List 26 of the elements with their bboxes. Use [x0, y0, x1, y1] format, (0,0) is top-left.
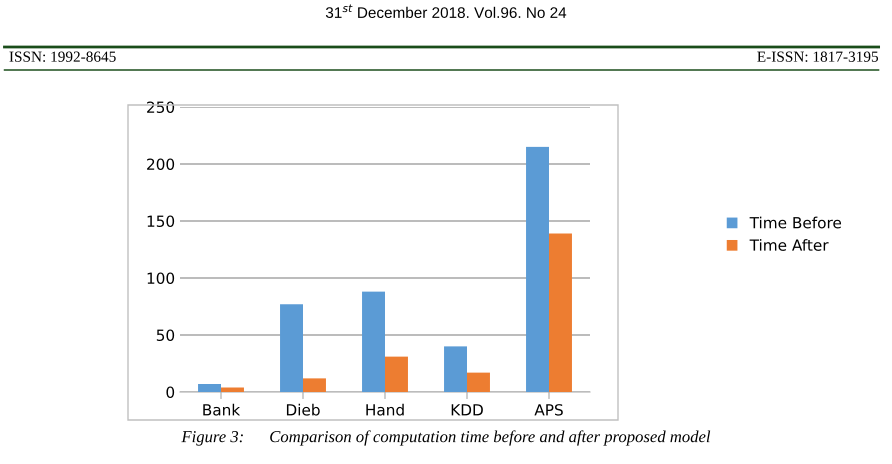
text: 31$^{st}$ December 2018. Vol.96. No 24	[326, 4, 566, 18]
y-tick-label: 100	[148, 272, 174, 284]
bar	[549, 234, 572, 392]
y-tick-label: 50	[156, 329, 174, 342]
x-tick-label: KDD	[452, 404, 483, 416]
legend-label: Time Before	[750, 216, 842, 228]
y-tick-label: 200	[147, 158, 174, 170]
x-tick-label: Dieb	[286, 404, 320, 416]
y-tick-label: 150	[148, 215, 174, 228]
bar	[198, 384, 221, 392]
x-tick-label: Hand	[366, 404, 404, 416]
legend-label: Time After	[750, 239, 829, 251]
bar	[221, 387, 244, 392]
bar	[526, 146, 549, 392]
bar	[280, 304, 303, 392]
bar	[362, 292, 385, 392]
text: E-ISSN: 1817-3195	[757, 52, 878, 62]
caption: Figure 3: Comparison of computation time before and after proposed model	[181, 430, 710, 446]
bar	[467, 372, 490, 392]
bar	[444, 346, 467, 392]
bar	[385, 356, 408, 392]
y-tick-label: 0	[166, 386, 174, 398]
bar	[303, 378, 326, 392]
x-tick-label: APS	[534, 404, 563, 416]
x-tick-label: Bank	[203, 404, 240, 416]
text: ISSN: 1992-8645	[9, 52, 116, 62]
